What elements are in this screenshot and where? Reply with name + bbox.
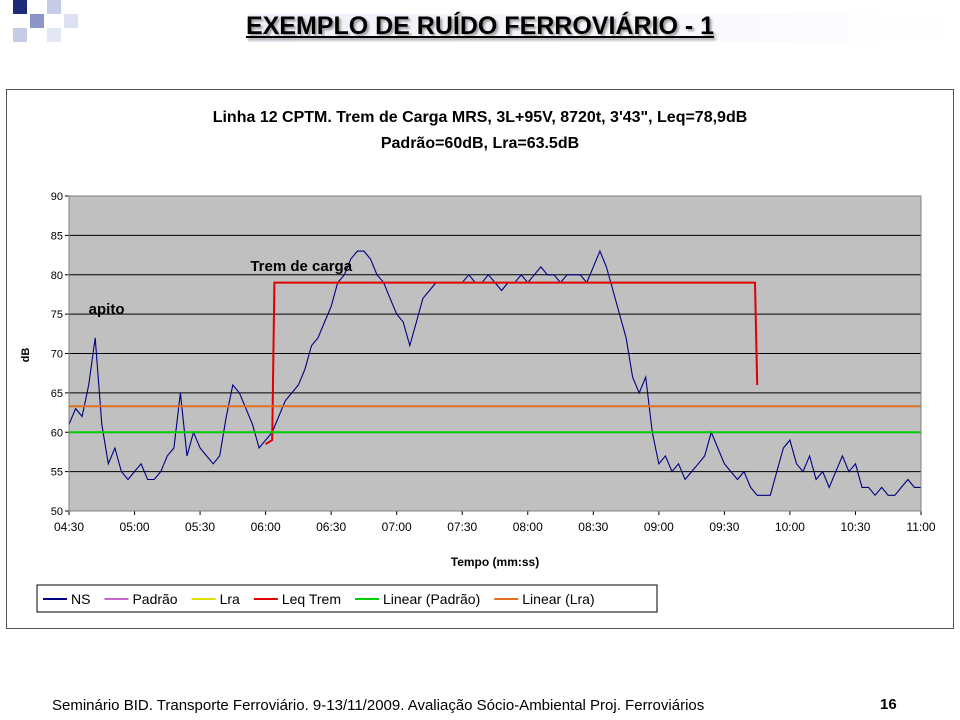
xtick-label: 07:30 <box>447 520 477 534</box>
xtick-label: 10:30 <box>840 520 870 534</box>
corner-square-2 <box>30 14 44 28</box>
xtick-label: 09:00 <box>644 520 674 534</box>
plot-border <box>68 195 922 512</box>
legend-box <box>36 584 658 613</box>
ytick-label: 60 <box>51 427 63 439</box>
xtick-label: 06:00 <box>251 520 281 534</box>
series-lines <box>68 249 921 497</box>
chart-frame: Linha 12 CPTM. Trem de Carga MRS, 3L+95V… <box>6 89 954 629</box>
ytick-label: 55 <box>51 467 63 479</box>
legend-label: Leq Trem <box>282 591 341 607</box>
x-axis-label: Tempo (mm:ss) <box>451 555 539 569</box>
xtick-label: 07:00 <box>382 520 412 534</box>
slide-title: EXEMPLO DE RUÍDO FERROVIÁRIO - 1 <box>245 12 715 40</box>
ytick-label: 65 <box>51 388 63 400</box>
series-line-leq-trem <box>265 281 759 445</box>
legend: NS Padrão Lra Leq Trem Linear (Padrão) Linear… <box>43 591 595 607</box>
legend-label: Lra <box>220 591 240 607</box>
ytick-label: 50 <box>51 506 63 518</box>
ytick-label: 75 <box>51 309 63 321</box>
y-axis-label: dB <box>20 348 32 363</box>
annotation-label: Trem de carga <box>250 258 352 275</box>
annotation-label: apito <box>89 301 125 318</box>
xtick-label: 08:30 <box>578 520 608 534</box>
corner-square-4 <box>47 0 61 14</box>
noise-chart: Linha 12 CPTM. Trem de Carga MRS, 3L+95V… <box>20 109 936 613</box>
y-tick-labels: 50 55 60 65 70 75 80 85 90 <box>51 191 63 518</box>
xtick-label: 08:00 <box>513 520 543 534</box>
chart-title: Linha 12 CPTM. Trem de Carga MRS, 3L+95V… <box>213 109 748 126</box>
ytick-label: 85 <box>51 230 63 242</box>
xtick-label: 11:00 <box>906 520 935 534</box>
ytick-label: 80 <box>51 270 63 282</box>
corner-square-5 <box>47 28 61 42</box>
legend-label: Linear (Lra) <box>522 591 594 607</box>
title-band <box>248 14 960 42</box>
legend-label: Padrão <box>132 591 177 607</box>
legend-label: NS <box>71 591 90 607</box>
footer-text: Seminário BID. Transporte Ferroviário. 9… <box>52 697 705 714</box>
annotations: apito Trem de carga <box>89 258 353 318</box>
chart-subtitle: Padrão=60dB, Lra=63.5dB <box>381 135 579 152</box>
xtick-label: 10:00 <box>775 520 805 534</box>
corner-square-6 <box>64 14 78 28</box>
xtick-label: 06:30 <box>316 520 346 534</box>
x-tick-labels: 04:30 05:00 05:30 06:00 06:30 07:00 07:30 08:00… <box>54 520 936 534</box>
xtick-label: 05:30 <box>185 520 215 534</box>
xtick-label: 04:30 <box>54 520 84 534</box>
corner-square-1 <box>13 0 27 14</box>
legend-label: Linear (Padrão) <box>383 591 480 607</box>
xtick-label: 09:30 <box>709 520 739 534</box>
xtick-label: 05:00 <box>120 520 150 534</box>
ytick-label: 70 <box>51 349 63 361</box>
ytick-label: 90 <box>51 191 63 203</box>
corner-square-3 <box>13 28 27 42</box>
page-number: 16 <box>880 696 897 713</box>
